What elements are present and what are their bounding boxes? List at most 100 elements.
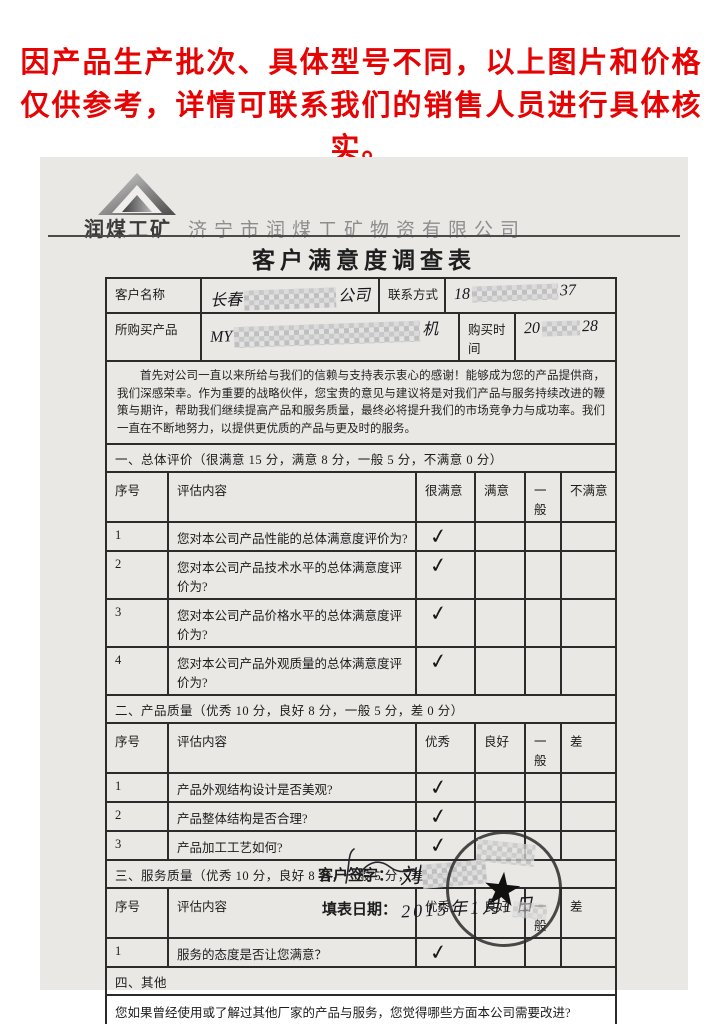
product-label: 所购买产品 — [107, 314, 202, 361]
rating-cell-checked: ✓ — [417, 552, 476, 599]
row-question: 产品加工工艺如何? — [169, 832, 417, 860]
rating-cell — [526, 600, 562, 647]
handwritten-check-mark: ✓ — [427, 523, 449, 550]
rating-cell — [562, 939, 615, 966]
table-row: 2 产品整体结构是否合理? ✓ — [107, 803, 615, 833]
signature-line: 客户签字：刘 — [318, 857, 488, 890]
signature-stroke-decoration — [345, 848, 417, 884]
row-question: 产品外观结构设计是否美观? — [169, 774, 417, 802]
improvement-question: 您如果曾经使用或了解过其他厂家的产品与服务，您觉得哪些方面本公司需要改进? — [115, 1006, 571, 1021]
rating-cell — [526, 552, 562, 599]
rating-cell-checked: ✓ — [417, 523, 476, 551]
top-red-notice: 因产品生产批次、具体型号不同，以上图片和价格 仅供参考，详情可联系我们的销售人员… — [0, 42, 723, 171]
col-header-text: 评估内容 — [169, 473, 417, 522]
row-num: 1 — [107, 523, 169, 551]
handwritten-check-mark: ✓ — [427, 803, 449, 830]
table-row: 1 服务的态度是否让您满意？ ✓ — [107, 939, 615, 969]
col-header-r1: 优秀 — [417, 724, 476, 773]
section2-title: 二、产品质量（优秀 10 分，良好 8 分，一般 5 分，差 0 分） — [115, 704, 464, 719]
row-question: 服务的态度是否让您满意？ — [169, 939, 417, 967]
col-header-r3: 一般 — [526, 724, 562, 773]
signature-label: 客户签字： — [318, 868, 394, 884]
rating-cell-checked: ✓ — [417, 600, 476, 647]
section2-header-row: 序号 评估内容 优秀 良好 一般 差 — [107, 724, 615, 775]
section3-title: 三、服务质量（优秀 10 分，良好 8 分，一般 5 分，差 0 分） — [115, 869, 464, 884]
row-num: 3 — [107, 832, 169, 860]
rating-cell — [526, 939, 562, 967]
col-header-r4: 不满意 — [570, 484, 608, 499]
company-logo-pyramid-icon — [98, 173, 176, 215]
handwritten-check-mark: ✓ — [427, 939, 449, 966]
col-header-num: 序号 — [107, 889, 169, 938]
section2-title-row: 二、产品质量（优秀 10 分，良好 8 分，一般 5 分，差 0 分） — [107, 696, 615, 725]
section4-title-row: 四、其他 — [107, 968, 615, 997]
rating-cell — [562, 552, 615, 598]
section1-title-row: 一、总体评价（很满意 15 分，满意 8 分，一般 5 分，不满意 0 分） — [107, 445, 615, 474]
col-header-r1: 优秀 — [417, 889, 476, 938]
rating-cell — [476, 552, 526, 599]
col-header-text: 评估内容 — [169, 724, 417, 773]
col-header-text: 评估内容 — [169, 889, 417, 938]
header-divider — [48, 235, 680, 237]
rating-cell — [526, 648, 562, 695]
row-num: 3 — [107, 600, 169, 647]
table-row: 4 您对本公司产品外观质量的总体满意度评价为? ✓ — [107, 648, 615, 697]
row-question: 产品整体结构是否合理? — [169, 803, 417, 831]
col-header-r3: 一般 — [526, 473, 562, 522]
col-header-r1: 很满意 — [417, 473, 476, 522]
contact-handwriting: 18 37 — [453, 281, 577, 304]
row-num: 2 — [107, 803, 169, 831]
notice-line-2: 仅供参考，详情可联系我们的销售人员进行具体核实。 — [20, 90, 703, 165]
col-header-num: 序号 — [107, 473, 169, 522]
section4-content: 您如果曾经使用或了解过其他厂家的产品与服务，您觉得哪些方面本公司需要改进? 产品… — [107, 996, 615, 1024]
row-question: 您对本公司产品价格水平的总体满意度评价为? — [169, 600, 417, 647]
rating-cell — [476, 648, 526, 695]
row-num: 1 — [107, 939, 169, 967]
date-label: 填表日期： — [322, 902, 398, 918]
info-row-product: 所购买产品 MY 机 购买时间 20 28 — [107, 314, 615, 363]
product-handwriting: MY 机 — [209, 320, 439, 349]
customer-name-redaction — [243, 287, 337, 311]
rating-cell-checked: ✓ — [417, 648, 476, 695]
table-row: 1 产品外观结构设计是否美观? ✓ — [107, 774, 615, 804]
rating-cell — [476, 939, 526, 967]
notice-line-1: 因产品生产批次、具体型号不同，以上图片和价格 — [20, 47, 703, 79]
col-header-r2: 满意 — [476, 473, 526, 522]
row-num: 1 — [107, 774, 169, 802]
rating-cell-checked: ✓ — [417, 803, 476, 831]
rating-cell — [562, 774, 615, 801]
rating-cell — [476, 600, 526, 647]
contact-redaction — [471, 283, 559, 303]
rating-cell-checked: ✓ — [417, 939, 476, 967]
rating-cell-checked: ✓ — [417, 832, 476, 860]
row-question: 您对本公司产品外观质量的总体满意度评价为? — [169, 648, 417, 695]
table-row: 1 您对本公司产品性能的总体满意度评价为? ✓ — [107, 523, 615, 553]
info-row-customer: 客户名称 长春 公司 联系方式 18 37 — [107, 279, 615, 315]
rating-cell — [562, 803, 615, 830]
purchase-time-handwriting: 20 28 — [523, 318, 599, 338]
row-num: 4 — [107, 648, 169, 695]
purchase-time-label: 购买时间 — [460, 314, 516, 361]
section1-title: 一、总体评价（很满意 15 分，满意 8 分，一般 5 分，不满意 0 分） — [115, 453, 503, 468]
rating-cell — [562, 523, 615, 550]
rating-cell-checked: ✓ — [417, 774, 476, 802]
rating-cell — [562, 832, 615, 859]
section1-header-row: 序号 评估内容 很满意 满意 一般 不满意 — [107, 473, 615, 524]
rating-cell — [476, 523, 526, 551]
rating-cell — [526, 803, 562, 831]
rating-cell — [562, 600, 615, 646]
logo-text: 润煤工矿 — [84, 219, 172, 241]
purchase-time-value: 20 28 — [516, 314, 615, 360]
contact-value: 18 37 — [446, 279, 615, 312]
intro-row: 首先对公司一直以来所给与我们的信赖与支持表示衷心的感谢！能够成为您的产品提供商，… — [107, 362, 615, 446]
handwritten-check-mark: ✓ — [427, 774, 449, 801]
section3-title-row: 三、服务质量（优秀 10 分，良好 8 分，一般 5 分，差 0 分） — [107, 861, 615, 890]
contact-label: 联系方式 — [380, 279, 446, 313]
handwritten-check-mark: ✓ — [427, 648, 449, 675]
col-header-r4: 差 — [570, 735, 583, 750]
form-title: 客户满意度调查表 — [252, 248, 476, 273]
date-line: 填表日期： 2015年1月1日 — [322, 894, 536, 921]
purchase-time-redaction — [541, 320, 581, 337]
rating-cell — [526, 523, 562, 551]
